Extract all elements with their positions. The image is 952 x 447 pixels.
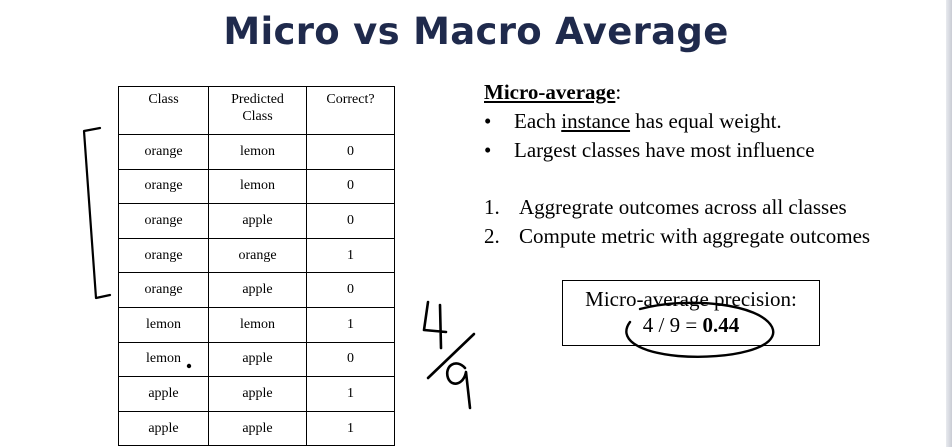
result-line: 4 / 9 = 0.44 [563, 312, 819, 338]
table-row: lemon apple 0 [118, 341, 395, 378]
fraction-slash-stroke [426, 332, 476, 380]
cell-predicted: apple [208, 410, 307, 447]
result-expression: 4 / 9 = [642, 313, 703, 337]
micro-average-section: Micro-average: • Each instance has equal… [484, 78, 870, 251]
result-label: Micro-average precision: [585, 287, 797, 311]
header-predicted-class: Predicted Class [208, 86, 307, 135]
cell-correct: 1 [306, 237, 395, 274]
steps-list: 1. Aggregrate outcomes across all classe… [484, 193, 870, 251]
header-class: Class [118, 86, 209, 135]
slide-title: Micro vs Macro Average [223, 10, 729, 53]
step-number: 1. [484, 195, 500, 219]
cell-predicted: lemon [208, 168, 307, 205]
cell-correct: 0 [306, 203, 395, 239]
cell-class: lemon [118, 341, 209, 378]
cell-predicted: apple [208, 341, 307, 378]
cell-correct: 0 [306, 134, 395, 170]
bullet-text-post: has equal weight. [630, 109, 782, 133]
cell-correct: 0 [306, 341, 395, 378]
cell-correct: 1 [306, 306, 395, 343]
cell-correct: 1 [306, 376, 395, 412]
step-item: 1. Aggregrate outcomes across all classe… [484, 193, 870, 222]
cell-predicted: apple [208, 272, 307, 308]
table-row: orange apple 0 [118, 203, 395, 239]
cell-class: apple [118, 376, 209, 412]
table-row: orange lemon 0 [118, 168, 395, 205]
table-row: orange lemon 0 [118, 134, 395, 170]
cell-class: apple [118, 410, 209, 447]
handwritten-nine-stroke [445, 362, 472, 410]
cell-predicted: orange [208, 237, 307, 274]
heading-colon: : [615, 80, 622, 104]
step-item: 2. Compute metric with aggregate outcome… [484, 222, 870, 251]
step-number: 2. [484, 224, 500, 248]
cell-class: orange [118, 168, 209, 205]
cell-predicted: lemon [208, 306, 307, 343]
bullet-text: Each instance has equal weight. [514, 107, 782, 136]
bullet-item: • Each instance has equal weight. [484, 107, 870, 136]
window-edge [946, 0, 952, 447]
cell-predicted: lemon [208, 134, 307, 170]
cell-predicted: apple [208, 203, 307, 239]
cell-class: orange [118, 272, 209, 308]
bullet-icon: • [484, 138, 492, 162]
bullet-icon: • [484, 109, 492, 133]
bracket-stroke [82, 126, 112, 300]
result-value: 0.44 [702, 313, 740, 337]
cell-correct: 1 [306, 410, 395, 447]
step-text: Compute metric with aggregate outcomes [519, 224, 871, 248]
cell-class: lemon [118, 306, 209, 343]
table-row: apple apple 1 [118, 410, 395, 447]
step-text: Aggregrate outcomes across all classes [519, 195, 847, 219]
cell-class: orange [118, 237, 209, 274]
micro-average-heading-line: Micro-average: [484, 78, 870, 107]
table-row: orange orange 1 [118, 237, 395, 274]
result-box: Micro-average precision: 4 / 9 = 0.44 [562, 280, 820, 346]
table-row: orange apple 0 [118, 272, 395, 308]
cell-correct: 0 [306, 168, 395, 205]
prediction-table: Class Predicted Class Correct? orange le… [118, 86, 395, 447]
cell-class: orange [118, 203, 209, 239]
handwritten-four-stroke [422, 300, 448, 350]
bullet-text-underlined: instance [561, 109, 631, 133]
cell-class: orange [118, 134, 209, 170]
table-header-row: Class Predicted Class Correct? [118, 86, 395, 135]
bullet-text-pre: Each [514, 109, 562, 133]
cell-correct: 0 [306, 272, 395, 308]
bullet-text: Largest classes have most influence [514, 138, 815, 162]
table-row: apple apple 1 [118, 376, 395, 412]
header-correct: Correct? [306, 86, 395, 135]
bullet-item: • Largest classes have most influence [484, 136, 870, 165]
cell-predicted: apple [208, 376, 307, 412]
table-row: lemon lemon 1 [118, 306, 395, 343]
micro-average-heading: Micro-average [484, 80, 616, 104]
header-predicted-class-text: Predicted Class [231, 92, 284, 124]
